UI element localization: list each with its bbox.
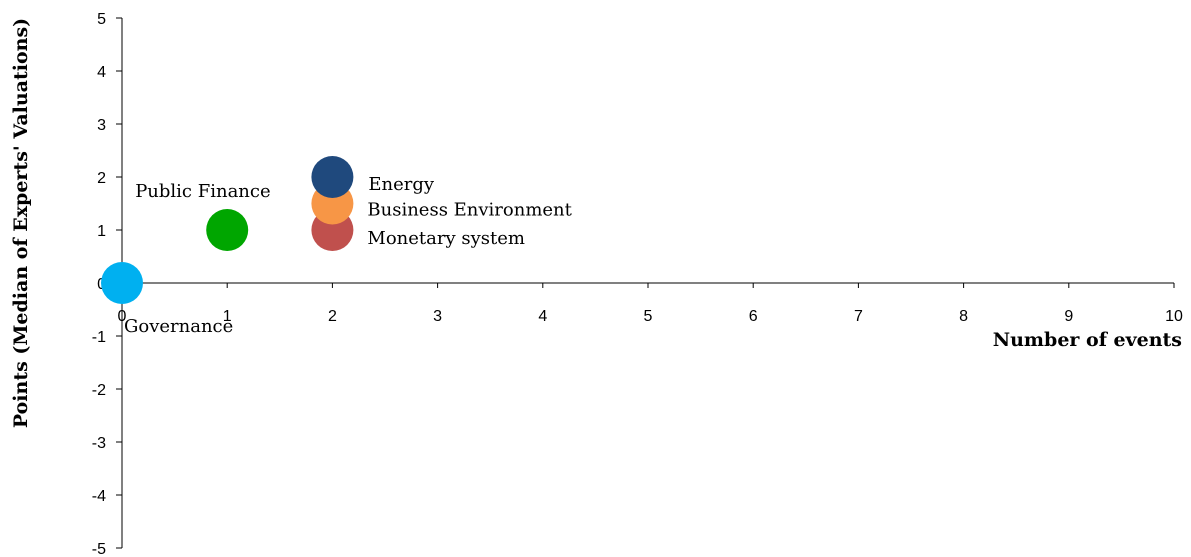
data-point-labels: Governance Public Finance Monetary system B…: [124, 174, 573, 337]
y-axis-title: Points (Median of Experts' Valuations): [10, 18, 32, 428]
data-points: [101, 156, 354, 304]
y-tick-label: -3: [92, 435, 106, 452]
bubble-label-business-environment: Business Environment: [367, 200, 572, 221]
y-tick-label: 1: [97, 223, 106, 240]
x-axis-title: Number of events: [993, 329, 1182, 351]
y-tick-label: -5: [92, 541, 106, 557]
y-tick-label: -2: [92, 382, 106, 399]
x-tick-label: 6: [749, 308, 758, 325]
y-tick-label: 2: [97, 170, 106, 187]
y-tick-label: -4: [92, 488, 106, 505]
bubble-label-governance: Governance: [124, 316, 233, 337]
x-tick-label: 4: [538, 308, 547, 325]
x-tick-label: 7: [854, 308, 863, 325]
bubble-label-energy: Energy: [368, 174, 435, 195]
x-tick-label: 0: [118, 308, 127, 325]
x-tick-label: 3: [433, 308, 442, 325]
y-tick-label: -1: [92, 329, 106, 346]
bubble-energy: [311, 156, 354, 198]
bubble-label-monetary-system: Monetary system: [367, 228, 525, 249]
x-tick-label: 1: [223, 308, 232, 325]
y-tick-label: 4: [97, 64, 106, 81]
bubble-governance: [101, 262, 143, 304]
x-tick-label: 2: [328, 308, 337, 325]
y-tick-label: 3: [97, 117, 106, 134]
bubble-public-finance: [206, 209, 249, 251]
x-tick-label: 9: [1064, 308, 1073, 325]
x-axis-ticks: 0 1 2 3 4 5 6 7 8 9 10: [118, 283, 1183, 325]
x-tick-label: 5: [644, 308, 653, 325]
x-tick-label: 10: [1165, 308, 1183, 325]
y-tick-label: 5: [97, 11, 106, 28]
bubble-label-public-finance: Public Finance: [135, 181, 270, 202]
x-tick-label: 8: [959, 308, 968, 325]
